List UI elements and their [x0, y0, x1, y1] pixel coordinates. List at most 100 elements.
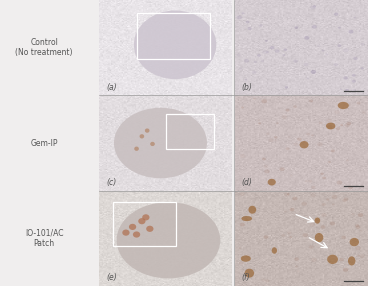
- Ellipse shape: [326, 123, 335, 129]
- Circle shape: [355, 225, 360, 229]
- Circle shape: [239, 261, 244, 265]
- Circle shape: [240, 223, 245, 227]
- Circle shape: [257, 54, 261, 57]
- Ellipse shape: [248, 206, 256, 214]
- Circle shape: [293, 59, 298, 63]
- Circle shape: [355, 224, 359, 227]
- Ellipse shape: [134, 146, 139, 151]
- Circle shape: [339, 258, 344, 261]
- Bar: [137, 13, 210, 59]
- Circle shape: [236, 15, 242, 19]
- Ellipse shape: [268, 179, 276, 185]
- Circle shape: [304, 36, 309, 40]
- Circle shape: [297, 138, 302, 141]
- Circle shape: [355, 246, 361, 250]
- Circle shape: [266, 51, 269, 53]
- Circle shape: [332, 203, 335, 205]
- Text: IO-101/AC
Patch: IO-101/AC Patch: [25, 229, 63, 248]
- Circle shape: [241, 12, 245, 14]
- Circle shape: [237, 53, 241, 56]
- Ellipse shape: [117, 202, 220, 278]
- Circle shape: [352, 74, 355, 77]
- Bar: [113, 202, 176, 246]
- Circle shape: [338, 27, 341, 29]
- Circle shape: [347, 104, 351, 106]
- Ellipse shape: [146, 226, 153, 232]
- Text: Gem-IP: Gem-IP: [31, 138, 58, 148]
- Circle shape: [286, 109, 290, 112]
- Circle shape: [322, 49, 325, 52]
- Circle shape: [317, 44, 321, 47]
- Circle shape: [334, 63, 338, 66]
- Circle shape: [309, 100, 313, 102]
- Circle shape: [294, 257, 299, 261]
- Circle shape: [337, 44, 341, 47]
- Ellipse shape: [315, 217, 320, 224]
- Circle shape: [308, 180, 312, 183]
- Circle shape: [348, 30, 354, 33]
- Circle shape: [276, 122, 279, 124]
- Circle shape: [311, 100, 313, 102]
- Circle shape: [352, 89, 356, 92]
- Circle shape: [293, 105, 297, 108]
- Circle shape: [284, 49, 287, 51]
- Circle shape: [259, 24, 263, 27]
- Circle shape: [261, 99, 267, 103]
- Circle shape: [325, 53, 328, 55]
- Circle shape: [253, 98, 256, 100]
- Ellipse shape: [241, 255, 251, 262]
- Ellipse shape: [315, 233, 323, 242]
- Circle shape: [277, 253, 279, 255]
- Circle shape: [345, 124, 350, 127]
- Circle shape: [275, 49, 280, 53]
- Circle shape: [309, 245, 314, 249]
- Ellipse shape: [327, 255, 338, 264]
- Ellipse shape: [338, 102, 349, 109]
- Circle shape: [311, 186, 316, 189]
- Circle shape: [281, 234, 286, 237]
- Ellipse shape: [150, 142, 155, 146]
- Circle shape: [263, 164, 268, 168]
- Circle shape: [238, 247, 241, 249]
- Circle shape: [293, 142, 298, 146]
- Ellipse shape: [300, 141, 309, 148]
- Ellipse shape: [114, 108, 207, 178]
- Circle shape: [286, 147, 290, 150]
- Circle shape: [269, 138, 274, 142]
- Circle shape: [342, 236, 346, 239]
- Circle shape: [330, 221, 335, 225]
- Ellipse shape: [241, 216, 252, 221]
- Ellipse shape: [139, 134, 144, 138]
- Circle shape: [357, 102, 361, 105]
- Circle shape: [262, 50, 268, 54]
- Circle shape: [263, 235, 268, 239]
- Circle shape: [264, 169, 270, 173]
- Circle shape: [287, 231, 291, 235]
- Circle shape: [290, 175, 293, 176]
- Circle shape: [310, 5, 316, 9]
- Circle shape: [343, 268, 348, 272]
- Circle shape: [313, 5, 316, 7]
- Circle shape: [342, 199, 347, 202]
- Circle shape: [258, 122, 261, 124]
- Circle shape: [319, 122, 323, 124]
- Circle shape: [261, 278, 266, 282]
- Circle shape: [358, 213, 363, 217]
- Circle shape: [266, 132, 269, 135]
- Circle shape: [348, 186, 353, 189]
- Circle shape: [301, 202, 307, 206]
- Bar: [166, 114, 213, 149]
- Circle shape: [265, 279, 269, 283]
- Text: (e): (e): [106, 273, 117, 282]
- Circle shape: [290, 208, 294, 211]
- Circle shape: [262, 158, 266, 160]
- Circle shape: [292, 197, 298, 200]
- Circle shape: [353, 57, 358, 60]
- Circle shape: [309, 223, 315, 227]
- Circle shape: [294, 26, 298, 29]
- Circle shape: [289, 236, 292, 238]
- Circle shape: [311, 70, 316, 74]
- Circle shape: [282, 115, 287, 119]
- Circle shape: [360, 230, 362, 232]
- Circle shape: [285, 86, 288, 89]
